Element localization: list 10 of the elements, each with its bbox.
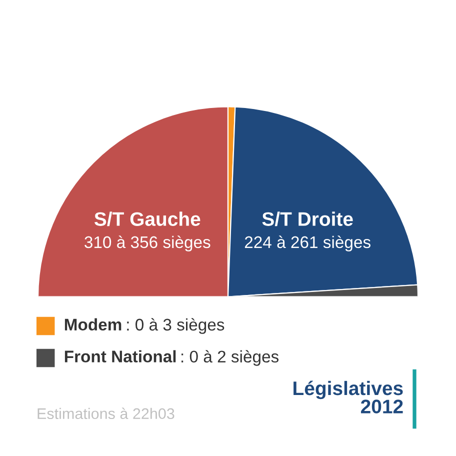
text: Législatives 2012	[294, 380, 403, 414]
text: 310 à 356 sièges	[84, 236, 210, 252]
text: 224 à 261 sièges	[244, 236, 370, 252]
text: : 0 à 2 sièges	[182, 350, 279, 366]
legend-label: Front National	[64, 350, 176, 362]
legend-label: Modem	[64, 318, 122, 331]
slice-label: S/T Droite	[262, 212, 353, 226]
slice-label: S/T Gauche	[94, 212, 200, 226]
text: : 0 à 3 sièges	[127, 318, 224, 334]
text: Estimations à 22h03	[38, 408, 174, 420]
